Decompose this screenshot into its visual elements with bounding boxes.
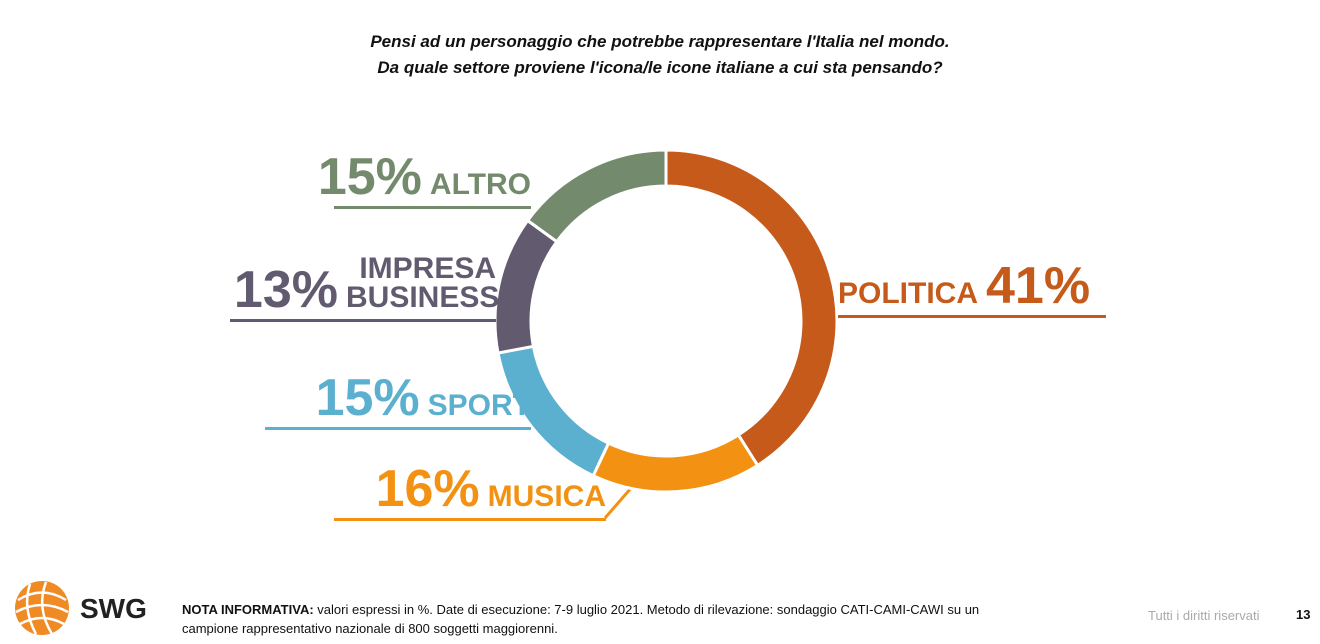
donut-slice	[493, 218, 559, 355]
category-label: IMPRESA BUSINESS	[346, 252, 500, 314]
donut-slice	[525, 148, 668, 244]
title-line: Pensi ad un personaggio che potrebbe rap…	[370, 32, 950, 51]
rights: Tutti i diritti riservati	[1148, 608, 1260, 623]
value-label: 15%	[315, 368, 420, 427]
slice-label: 16% MUSICA	[334, 459, 606, 521]
slice-label: 13% IMPRESA BUSINESS	[230, 252, 500, 322]
logo-text: SWG	[80, 593, 147, 624]
value-label: 16%	[375, 459, 480, 518]
note-text: valori espressi in %. Date di esecuzione…	[182, 602, 980, 636]
note: NOTA INFORMATIVA: valori espressi in %. …	[182, 600, 1032, 638]
donut-slice	[591, 432, 760, 494]
donut-slice	[664, 148, 839, 468]
slice-label: 15% ALTRO	[318, 150, 531, 209]
category-label: MUSICA	[487, 479, 606, 513]
note-label: NOTA INFORMATIVA:	[182, 602, 314, 617]
category-label: ALTRO	[429, 167, 531, 201]
category-label: SPORT	[427, 388, 531, 422]
value-label: 15%	[317, 147, 422, 206]
leader-line	[603, 486, 634, 519]
title-line: Da quale settore proviene l'icona/le ico…	[377, 58, 943, 77]
value-label: 41%	[986, 256, 1091, 315]
value-label: 13%	[233, 260, 338, 319]
category-label: POLITICA	[838, 276, 978, 310]
slice-label: POLITICA 41%	[838, 256, 1106, 318]
page-number: 13	[1296, 607, 1311, 622]
logo-icon	[15, 581, 69, 635]
slice-label: 15% SPORT	[265, 368, 531, 430]
